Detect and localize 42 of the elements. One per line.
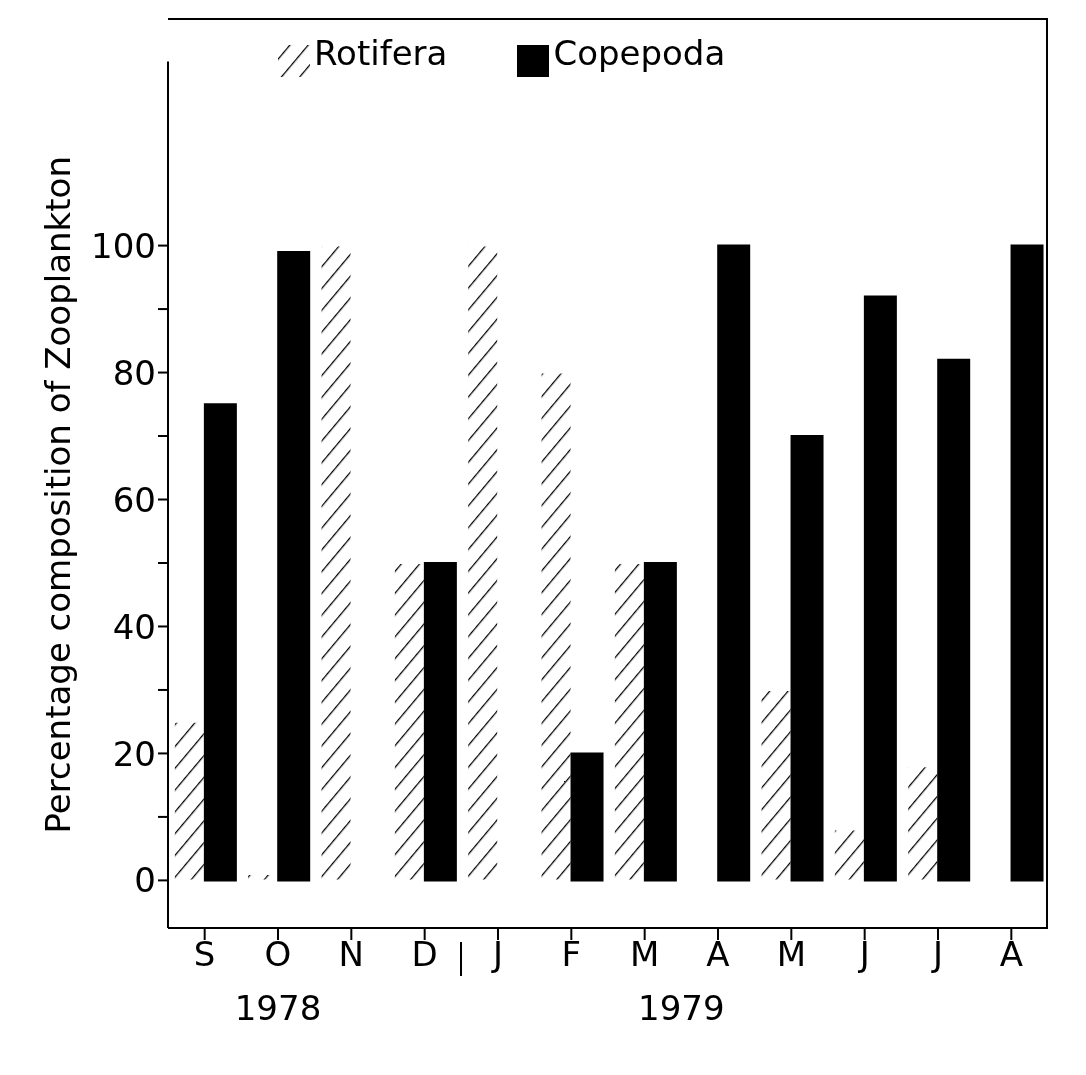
y-tick-label: 0 (134, 860, 156, 901)
bar (643, 561, 677, 882)
x-tick-label: F (561, 934, 582, 975)
bar (392, 561, 426, 882)
bar (863, 295, 897, 882)
x-tick-label: M (776, 934, 807, 975)
bar (612, 561, 646, 882)
bar (790, 435, 824, 882)
y-tick-label: 20 (112, 733, 156, 774)
bar (319, 244, 353, 882)
x-tick-label: J (857, 934, 870, 975)
legend-label: Rotifera (314, 33, 448, 73)
x-tick-label: J (930, 934, 944, 975)
bar (203, 403, 237, 882)
bar (539, 371, 573, 882)
bar (1010, 244, 1044, 882)
x-tick-label: J (490, 934, 504, 975)
y-tick-label: 100 (91, 225, 156, 266)
text: 1979 (637, 988, 726, 1028)
x-tick-label: O (264, 934, 292, 975)
bar (717, 244, 751, 882)
bar (466, 244, 500, 882)
x-tick-label: A (999, 934, 1023, 975)
x-tick-label: D (411, 934, 438, 975)
legend-label: Copepoda (553, 33, 726, 73)
bar (937, 358, 971, 882)
bar (277, 250, 311, 882)
x-tick-label: M (629, 934, 660, 975)
bar (570, 752, 604, 882)
y-tick-label: 40 (112, 606, 156, 647)
x-tick-label: N (338, 934, 365, 975)
x-tick-label: A (706, 934, 730, 975)
bar (906, 765, 940, 882)
bar (759, 688, 793, 882)
bar (832, 828, 866, 882)
y-tick-label: 80 (112, 352, 156, 393)
bar (423, 561, 457, 882)
text: 1978 (233, 988, 323, 1028)
x-tick-label: S (193, 934, 216, 975)
y-tick-label: 60 (112, 479, 156, 520)
bar (172, 720, 206, 882)
y-axis-title: Percentage composition of Zooplankton (38, 156, 79, 834)
